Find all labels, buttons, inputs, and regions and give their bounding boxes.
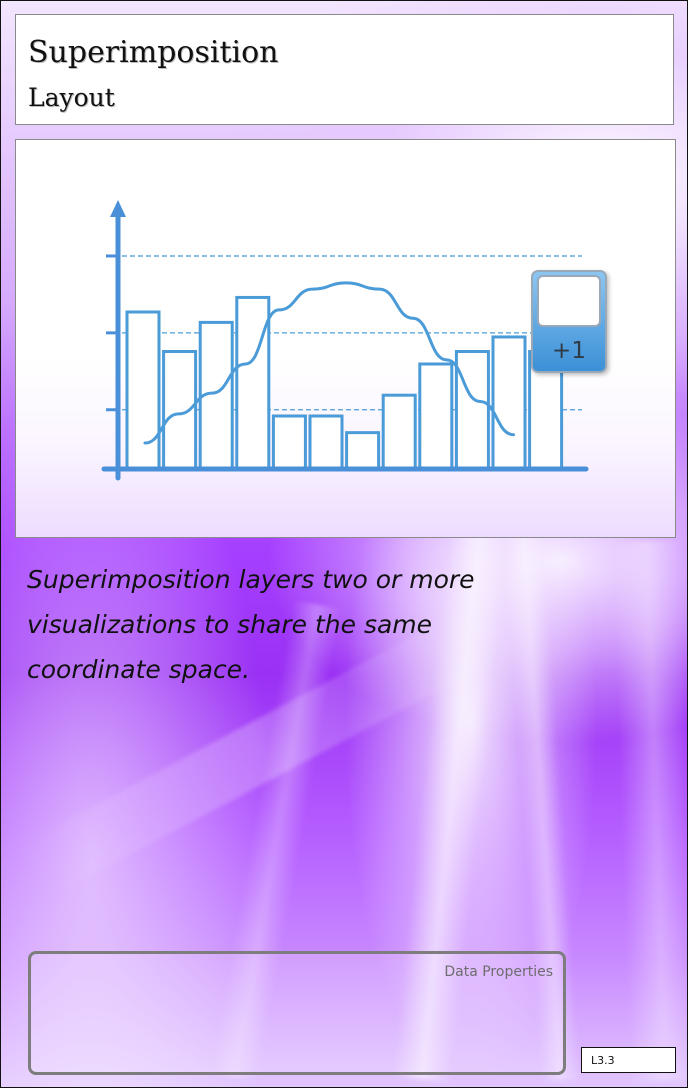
y-axis-arrow — [110, 200, 126, 217]
chart-bar — [381, 393, 417, 470]
chart-bar — [345, 431, 381, 470]
chart-bars — [125, 295, 564, 470]
counter-badge-label: +1 — [552, 338, 586, 364]
chart-bar — [418, 362, 454, 470]
chart-curve — [143, 281, 515, 445]
description-text: Superimposition layers two or more visua… — [27, 565, 475, 684]
chart-axes — [101, 200, 589, 481]
card-title: Superimposition — [28, 35, 279, 70]
title-panel: Superimposition Layout — [15, 14, 674, 125]
chart-bar — [491, 335, 527, 470]
chart-bar — [271, 414, 307, 470]
chart-bar — [454, 350, 490, 470]
chart-bar — [308, 414, 344, 470]
chart-bar — [235, 295, 271, 470]
card-code-box: L3.3 — [581, 1047, 676, 1073]
superimposition-illustration: +1 — [101, 200, 607, 481]
card-code: L3.3 — [591, 1054, 615, 1067]
data-properties-label: Data Properties — [444, 964, 553, 980]
counter-icon: +1 — [531, 270, 607, 373]
illustration-panel: +1 — [15, 139, 676, 538]
data-properties-panel: Data Properties — [28, 951, 566, 1075]
light-streak — [611, 539, 687, 1083]
card-category: Layout — [28, 83, 115, 112]
chart-bar — [125, 310, 161, 470]
